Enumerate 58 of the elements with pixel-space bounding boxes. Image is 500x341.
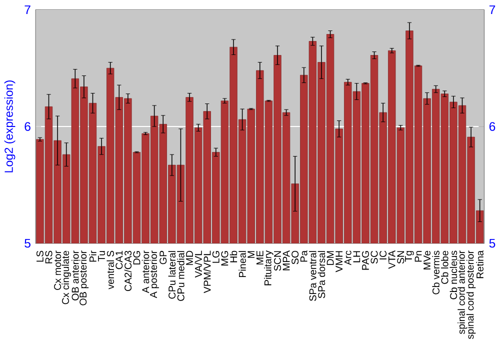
x-tick-label: Pn bbox=[414, 251, 422, 262]
x-tick-label: OB anterior bbox=[72, 250, 79, 301]
x-tick-label: Pa bbox=[300, 250, 308, 262]
x-tick-label: IC bbox=[380, 250, 387, 260]
x-tick-label: spinal cord anterior bbox=[458, 250, 467, 334]
x-tick-label: Pir bbox=[89, 250, 96, 262]
x-tick-label: Retina bbox=[476, 250, 484, 278]
x-tick-label: VPM/VPL bbox=[203, 250, 211, 294]
x-tick-label: VTA bbox=[388, 250, 396, 269]
x-tick-label: Cb nucleus bbox=[450, 250, 458, 300]
x-tick-label: CPu medial bbox=[177, 251, 184, 302]
y-axis-title: Log2 (expression) bbox=[4, 80, 16, 172]
x-tick-label: Cx cingulate bbox=[62, 251, 71, 304]
x-tick-label: Cb vermis bbox=[432, 250, 440, 294]
x-tick-label: SN bbox=[397, 251, 404, 264]
x-tick-label: Arc bbox=[344, 250, 352, 266]
x-tick-label: VA/VL bbox=[194, 250, 202, 278]
x-tick-label: Tg bbox=[405, 251, 414, 262]
x-tick-label: Hb bbox=[230, 251, 238, 262]
x-tick-label: DG bbox=[133, 251, 140, 265]
x-tick-label: MVe bbox=[424, 251, 430, 270]
x-tick-label: MD bbox=[186, 251, 193, 266]
x-tick-label: SC bbox=[370, 250, 378, 264]
y-tick-label: 7 bbox=[24, 6, 30, 14]
x-tick-label: RS bbox=[45, 251, 52, 264]
x-tick-label: OB posterior bbox=[79, 250, 89, 306]
y2-tick-label: 6 bbox=[489, 122, 496, 132]
y2-tick-label: 5 bbox=[489, 239, 496, 248]
x-tick-label: VMH bbox=[336, 251, 342, 272]
x-tick-label: DM bbox=[326, 251, 334, 266]
x-tick-label: ME bbox=[256, 250, 264, 265]
x-tick-label: GP bbox=[160, 251, 167, 264]
x-tick-label: Tu bbox=[98, 251, 105, 262]
x-tick-label: SCN bbox=[274, 251, 281, 271]
y2-tick-label: 7 bbox=[489, 6, 496, 14]
x-tick-label: MPA bbox=[282, 250, 290, 270]
x-tick-label: ventral S bbox=[106, 251, 114, 290]
x-tick-label: Cx motor bbox=[54, 250, 62, 290]
x-tick-label: spinal cord posterior bbox=[466, 250, 476, 340]
x-tick-label: LG bbox=[212, 251, 220, 263]
x-tick-label: MG bbox=[221, 251, 228, 266]
x-tick-label: SPa ventral bbox=[309, 251, 316, 302]
y-tick-label: 6 bbox=[24, 122, 30, 132]
x-tick-label: A posterior bbox=[150, 250, 159, 298]
x-tick-label: M bbox=[248, 251, 254, 258]
x-tick-label: A anterior bbox=[142, 250, 150, 294]
y-tick-label: 5 bbox=[24, 239, 30, 248]
x-tick-label: CA2/CA3 bbox=[124, 251, 132, 292]
x-tick-label: Pituitary bbox=[264, 250, 274, 286]
x-tick-label: CPu lateral bbox=[168, 251, 176, 299]
x-tick-label: Cb lobe bbox=[441, 251, 448, 284]
x-tick-label: Pineal bbox=[238, 251, 246, 278]
x-tick-label: PAG bbox=[362, 251, 369, 270]
x-tick-label: LS bbox=[36, 251, 44, 262]
x-tick-label: CA1 bbox=[116, 251, 123, 270]
x-tick-label: SO bbox=[292, 251, 299, 264]
x-tick-label: SPa dorsal bbox=[318, 251, 326, 298]
x-tick-label: LH bbox=[353, 251, 360, 262]
